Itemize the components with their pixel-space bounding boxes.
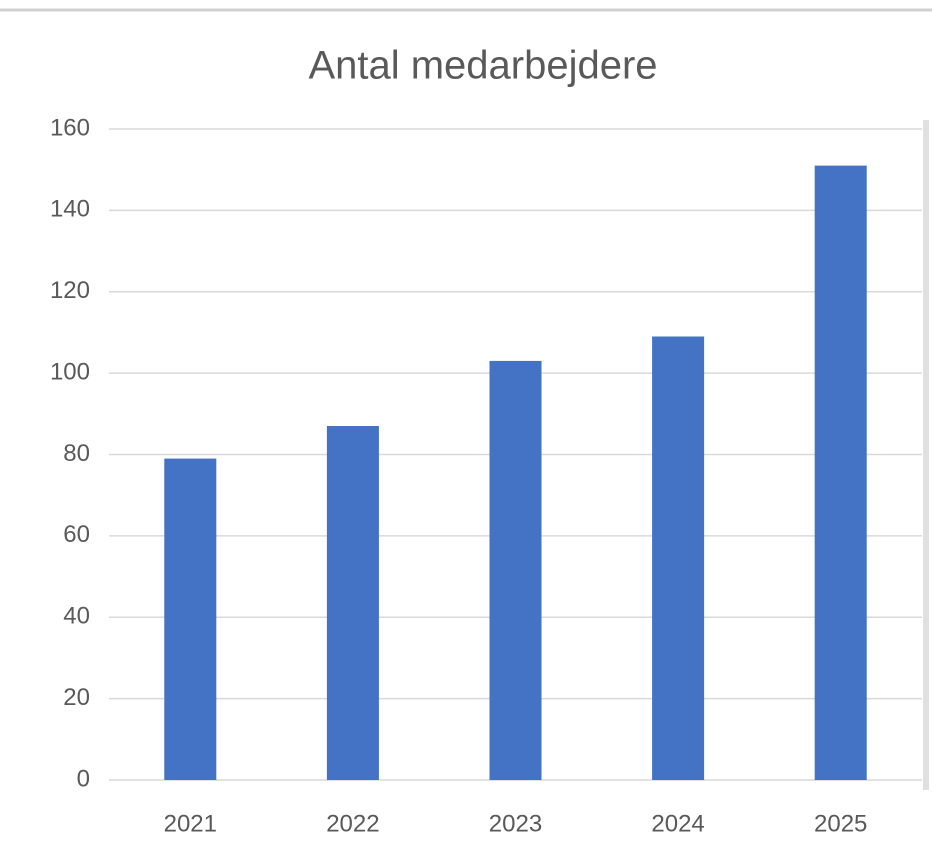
y-tick-label: 160 bbox=[50, 114, 90, 141]
chart-title: Antal medarbejdere bbox=[308, 44, 657, 88]
bar bbox=[164, 458, 217, 780]
y-tick-label: 40 bbox=[63, 603, 90, 630]
y-tick-label: 100 bbox=[50, 358, 90, 385]
y-tick-label: 60 bbox=[63, 521, 90, 548]
bar bbox=[326, 426, 379, 780]
x-tick-label: 2024 bbox=[651, 810, 704, 837]
y-tick-label: 0 bbox=[77, 765, 90, 792]
y-tick-label: 120 bbox=[50, 277, 90, 304]
y-tick-label: 20 bbox=[63, 684, 90, 711]
bar bbox=[652, 336, 705, 780]
y-tick-label: 140 bbox=[50, 196, 90, 223]
x-tick-label: 2023 bbox=[489, 810, 542, 837]
x-tick-label: 2025 bbox=[814, 810, 867, 837]
y-tick-label: 80 bbox=[63, 440, 90, 467]
bar bbox=[814, 165, 867, 780]
x-tick-label: 2021 bbox=[164, 810, 217, 837]
bar bbox=[489, 360, 542, 780]
x-tick-label: 2022 bbox=[326, 810, 379, 837]
